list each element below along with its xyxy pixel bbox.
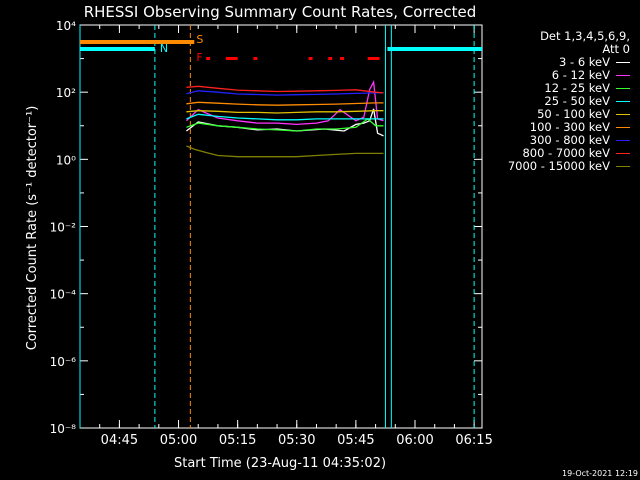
series-line-4 <box>186 110 384 114</box>
legend-swatch <box>616 62 630 63</box>
x-tick-label: 06:15 <box>455 433 492 448</box>
series-line-1 <box>185 79 384 126</box>
x-axis-label: Start Time (23-Aug-11 04:35:02) <box>174 456 386 471</box>
flare-label: F <box>196 51 202 64</box>
legend-label: 25 - 50 keV <box>544 94 610 108</box>
legend-swatch <box>616 166 630 167</box>
legend-swatch <box>616 114 630 115</box>
legend-label: 50 - 100 keV <box>537 107 610 121</box>
series-line-5 <box>186 101 384 106</box>
legend-label: 3 - 6 keV <box>559 55 610 69</box>
legend-swatch <box>616 101 630 102</box>
saa-label: S <box>196 33 203 46</box>
y-axis-label: Corrected Count Rate (s⁻¹ detector⁻¹) <box>25 106 40 351</box>
flare-bar <box>206 57 211 60</box>
legend-entry: 6 - 12 keV <box>552 69 630 82</box>
legend-entry: 300 - 800 keV <box>530 134 630 147</box>
flare-bar <box>225 57 238 60</box>
flare-bar <box>253 57 258 60</box>
x-tick-label: 06:00 <box>396 433 433 448</box>
legend-label: 12 - 25 keV <box>544 81 610 95</box>
series-line-7 <box>186 85 384 94</box>
y-tick-label: 10⁴ <box>56 19 76 33</box>
legend-entry: 7000 - 15000 keV <box>508 160 630 173</box>
legend-header-line: Att 0 <box>602 42 630 56</box>
y-tick-label: 10² <box>56 86 76 100</box>
legend-label: 800 - 7000 keV <box>522 146 610 160</box>
y-tick-label: 10⁻² <box>50 221 77 235</box>
chart-title: RHESSI Observing Summary Count Rates, Co… <box>84 3 477 21</box>
x-tick-label: 05:15 <box>219 433 256 448</box>
axes-frame <box>79 24 483 429</box>
legend-label: 300 - 800 keV <box>529 133 610 147</box>
night-bar <box>387 47 482 51</box>
legend-label: 7000 - 15000 keV <box>507 159 610 173</box>
legend-entry: 100 - 300 keV <box>530 121 630 134</box>
flare-bar <box>328 57 333 60</box>
legend-swatch <box>616 153 630 154</box>
y-tick-label: 10⁻⁴ <box>50 288 77 302</box>
x-tick-label: 04:45 <box>101 433 138 448</box>
legend-header-line: Det 1,3,4,5,6,9, <box>540 29 630 43</box>
legend-entry: 800 - 7000 keV <box>522 147 630 160</box>
flare-bar <box>308 57 313 60</box>
legend-entry: 25 - 50 keV <box>544 95 630 108</box>
legend-swatch <box>616 75 630 76</box>
series-line-6 <box>186 90 384 96</box>
legend-swatch <box>616 127 630 128</box>
saa-bar <box>80 40 195 44</box>
flare-bar <box>367 57 380 60</box>
legend-swatch <box>616 88 630 89</box>
y-tick-label: 10⁻⁶ <box>50 355 77 369</box>
night-bar <box>80 47 155 51</box>
x-tick-label: 05:30 <box>278 433 315 448</box>
footer-timestamp: 19-Oct-2021 12:19 <box>562 469 638 478</box>
legend-label: 6 - 12 keV <box>551 68 610 82</box>
series-line-8 <box>186 145 384 158</box>
legend-label: 100 - 300 keV <box>529 120 610 134</box>
flare-bar <box>340 57 345 60</box>
legend-entry: 50 - 100 keV <box>537 108 630 121</box>
legend-entry: 12 - 25 keV <box>544 82 630 95</box>
y-tick-label: 10⁰ <box>56 153 76 167</box>
plot-area: 10⁻⁸ 10⁻⁶ 10⁻⁴ 10⁻² 10⁰ 10² 10⁴ 04:45 05:00 05:15… <box>50 19 493 448</box>
x-tick-label: 05:00 <box>160 433 197 448</box>
y-tick-label: 10⁻⁸ <box>50 422 77 436</box>
x-tick-label: 05:45 <box>337 433 374 448</box>
legend-swatch <box>616 140 630 141</box>
series-line-3 <box>186 113 384 121</box>
night-label: N <box>160 42 168 55</box>
legend-entry: 3 - 6 keV <box>559 56 630 69</box>
